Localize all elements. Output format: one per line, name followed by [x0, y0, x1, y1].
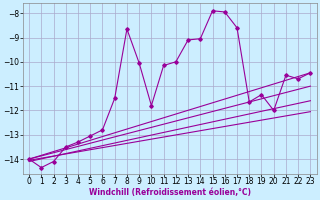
X-axis label: Windchill (Refroidissement éolien,°C): Windchill (Refroidissement éolien,°C): [89, 188, 251, 197]
